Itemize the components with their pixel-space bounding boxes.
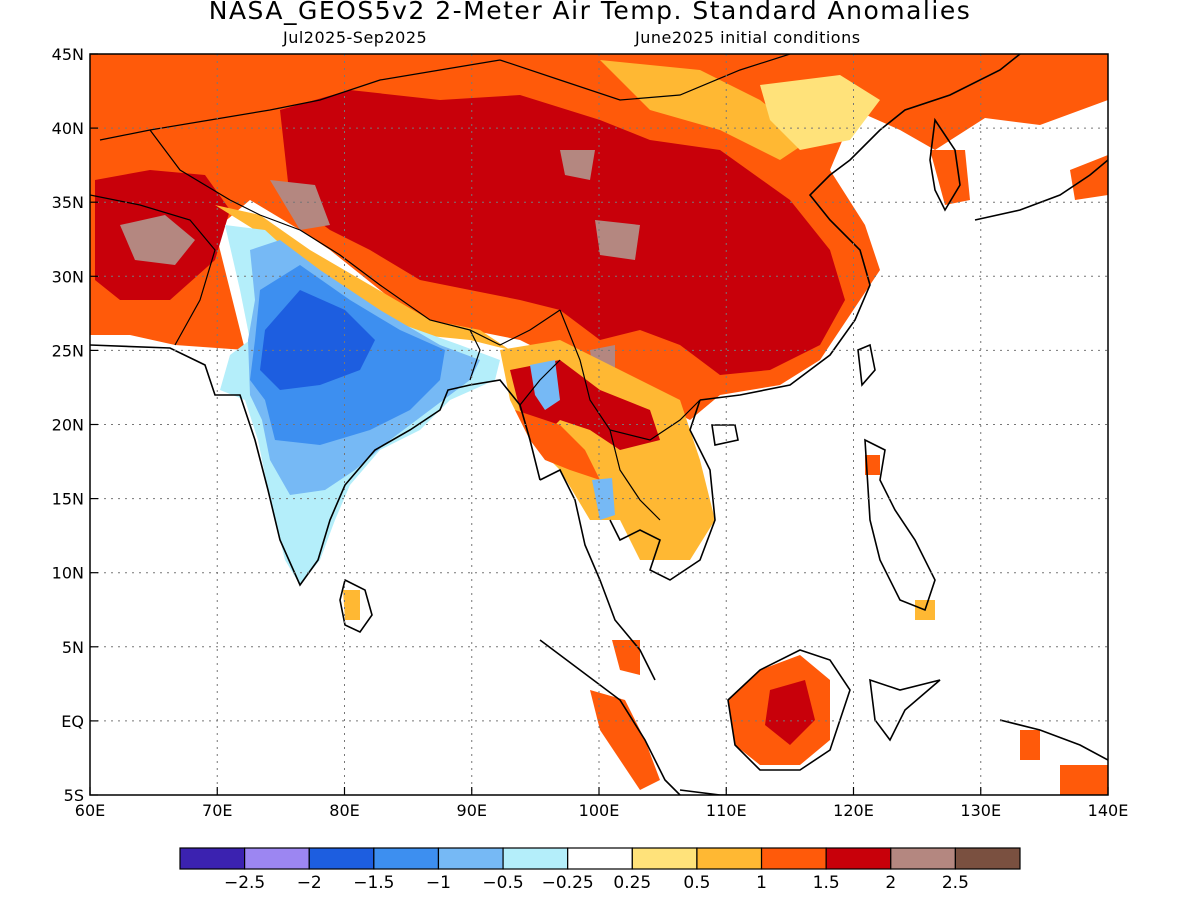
- coastlines: [90, 54, 1108, 795]
- lon-tick-label: 80E: [329, 801, 359, 820]
- colorbar-label: 0.5: [683, 873, 710, 893]
- colorbar-swatch: [567, 847, 633, 870]
- colorbar-label: −1: [426, 873, 451, 893]
- colorbar-label: −0.25: [542, 873, 594, 893]
- country-borders: [90, 54, 791, 521]
- border-line: [469, 329, 481, 381]
- colorbar-label: 2: [885, 873, 896, 893]
- colorbar-label: 1: [756, 873, 767, 893]
- extreme-warm-patch: [560, 150, 595, 180]
- coastline-philippines: [864, 438, 936, 612]
- warm-region-myanmar: [515, 410, 600, 480]
- lon-tick-label: 100E: [579, 801, 620, 820]
- lon-tick-label: 110E: [706, 801, 747, 820]
- coastline-japan: [974, 159, 1108, 221]
- coastline-java: [679, 789, 760, 795]
- colorbar-label: −2.5: [224, 873, 265, 893]
- colorbar-swatch: [631, 847, 698, 870]
- coastline-indochina: [539, 468, 656, 681]
- colorbar-swatch: [373, 847, 440, 870]
- slight-warm-himalaya: [215, 205, 510, 350]
- lon-tick-label: 60E: [75, 801, 105, 820]
- warm-patch-korea: [930, 150, 970, 205]
- coastline-korea: [929, 117, 961, 212]
- extreme-warm-patch: [120, 215, 195, 265]
- colorbar-swatch: [437, 847, 504, 870]
- lon-tick-label: 130E: [960, 801, 1001, 820]
- coastline-sulawesi: [869, 678, 941, 742]
- lat-tick-label: 35N: [52, 193, 84, 212]
- border-line: [519, 359, 561, 406]
- initial-conditions: June2025 initial conditions: [635, 28, 861, 47]
- cool-patch-thailand: [592, 478, 615, 520]
- coastline-newguinea: [999, 719, 1108, 761]
- coastline-taiwan: [857, 343, 876, 387]
- lon-tick-label: 120E: [833, 801, 874, 820]
- lat-tick-label: 25N: [52, 341, 84, 360]
- colorbar-swatch: [244, 847, 310, 870]
- coastline-china: [699, 54, 1021, 401]
- border-line: [499, 54, 791, 101]
- colorbar-swatch: [502, 847, 569, 870]
- graticule: [90, 54, 1108, 795]
- cold-core-india: [260, 290, 375, 390]
- coastline-borneo: [727, 649, 851, 771]
- warm-patch-sulawesi: [1020, 730, 1040, 760]
- cool-patch-burma: [530, 360, 560, 410]
- colorbar-swatch: [890, 847, 956, 870]
- coastline-hainan: [711, 424, 739, 446]
- anomaly-fill: [90, 54, 1108, 795]
- strong-warm-borneo: [765, 680, 815, 745]
- colorbar-swatch: [760, 847, 827, 870]
- colorbar-label: −0.5: [482, 873, 523, 893]
- strong-warm-tibet: [280, 90, 845, 375]
- colorbar-label: 2.5: [942, 873, 969, 893]
- colorbar-label: 0.25: [613, 873, 651, 893]
- lat-tick-label: 40N: [52, 119, 84, 138]
- colorbar-swatch: [696, 847, 763, 870]
- warm-region-sumatra: [590, 690, 660, 790]
- warm-patch-philippines: [865, 455, 880, 475]
- extreme-warm-patch: [270, 180, 330, 230]
- warm-patch-japan: [1070, 155, 1108, 200]
- lat-tick-label: 5S: [64, 786, 84, 805]
- lat-tick-label: 45N: [52, 45, 84, 64]
- border-line: [149, 129, 231, 201]
- border-line: [229, 199, 561, 346]
- warm-patch-malaya: [612, 640, 640, 675]
- moderate-warm-plateau: [600, 60, 810, 160]
- colorbar-label: 1.5: [813, 873, 840, 893]
- lat-tick-label: EQ: [61, 712, 84, 731]
- lat-tick-label: 15N: [52, 490, 84, 509]
- coastline-sumatra: [539, 639, 681, 795]
- lat-tick-label: 20N: [52, 416, 84, 435]
- colorbar-swatch: [179, 847, 246, 870]
- coastline-india: [90, 344, 541, 587]
- colorbar-swatch: [825, 847, 892, 870]
- lat-tick-label: 30N: [52, 267, 84, 286]
- slight-warm-northeast: [760, 75, 880, 150]
- coastline-vietnam: [609, 399, 716, 581]
- border-line: [90, 194, 216, 346]
- lat-tick-label: 10N: [52, 564, 84, 583]
- colorbar: −2.5 −2 −1.5 −1 −0.5 −0.25 0.25 0.5 1 1.5 2 2.5: [179, 847, 1021, 893]
- forecast-period: Jul2025-Sep2025: [283, 28, 428, 47]
- lat-tick-label: 5N: [62, 638, 84, 657]
- lon-tick-label: 140E: [1088, 801, 1129, 820]
- axis-ticks: 60E 70E 80E 90E 100E 110E 120E 130E 140E 45N 40N 35…: [52, 45, 1129, 820]
- border-line: [609, 429, 661, 521]
- lon-tick-label: 90E: [457, 801, 487, 820]
- colorbar-label: −2: [297, 873, 322, 893]
- coastline-sri-lanka: [339, 578, 373, 634]
- colorbar-swatch: [954, 847, 1021, 870]
- map-title: NASA_GEOS5v2 2-Meter Air Temp. Standard …: [208, 0, 972, 25]
- extreme-warm-patch: [595, 220, 640, 260]
- warm-patch-newguinea: [1060, 765, 1108, 795]
- lon-tick-label: 70E: [202, 801, 232, 820]
- colorbar-swatch: [308, 847, 375, 870]
- warm-patch-sri-lanka: [343, 590, 360, 620]
- colorbar-label: −1.5: [353, 873, 394, 893]
